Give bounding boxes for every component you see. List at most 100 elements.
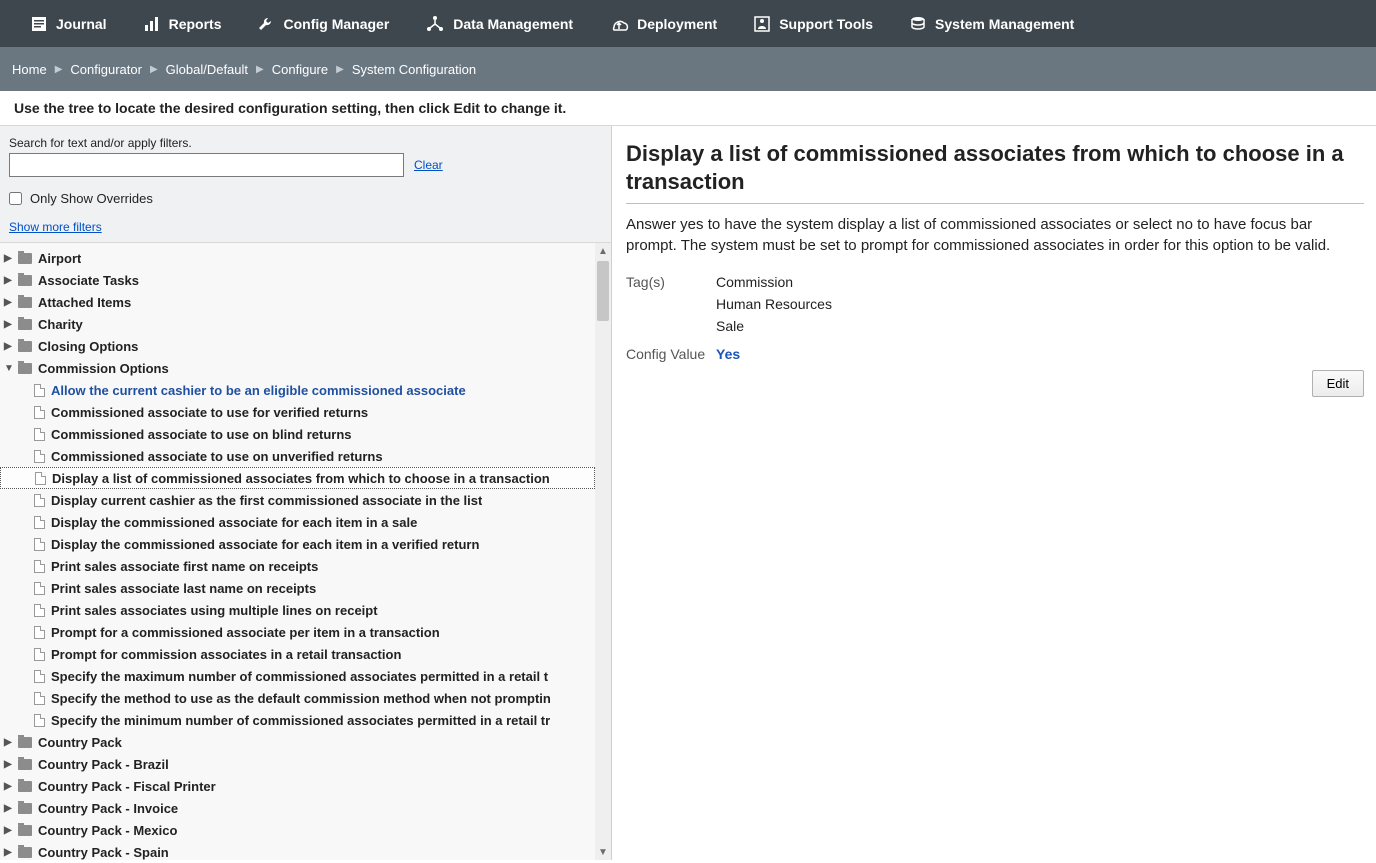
topnav-system-management[interactable]: System Management (891, 0, 1092, 47)
tree-node-label: Allow the current cashier to be an eligi… (51, 383, 466, 398)
tree-item[interactable]: Print sales associate first name on rece… (0, 555, 595, 577)
tree-node-label: Display current cashier as the first com… (51, 493, 482, 508)
tree-node-label: Commissioned associate to use for verifi… (51, 405, 368, 420)
folder-icon (18, 253, 32, 264)
tree-folder[interactable]: ▶ Airport (0, 247, 595, 269)
tree-folder[interactable]: ▶Charity (0, 313, 595, 335)
expand-icon[interactable]: ▶ (4, 319, 16, 330)
folder-icon (18, 297, 32, 308)
tree-folder[interactable]: ▶ Country Pack - Invoice (0, 797, 595, 819)
tree-node-label: Country Pack (38, 735, 122, 750)
tree-folder[interactable]: ▶Associate Tasks (0, 269, 595, 291)
tree-item[interactable]: Commissioned associate to use for verifi… (0, 401, 595, 423)
expand-icon[interactable]: ▶ (4, 297, 16, 308)
breadcrumb-item[interactable]: Home (6, 62, 53, 77)
tree-folder[interactable]: ▶ Closing Options (0, 335, 595, 357)
tree-item[interactable]: Print sales associates using multiple li… (0, 599, 595, 621)
expand-icon[interactable]: ▶ (4, 781, 16, 792)
scroll-thumb[interactable] (597, 261, 609, 321)
chevron-right-icon: ▶ (334, 64, 346, 75)
tree-node-label: Display a list of commissioned associate… (52, 471, 550, 486)
tree-item[interactable]: Prompt for commission associates in a re… (0, 643, 595, 665)
expand-icon[interactable]: ▶ (4, 253, 16, 264)
expand-icon[interactable]: ▶ (4, 825, 16, 836)
tag-value: Human Resources (716, 296, 1364, 312)
detail-panel: Display a list of commissioned associate… (612, 126, 1376, 860)
tree-node-label: Commissioned associate to use on unverif… (51, 449, 383, 464)
file-icon (34, 582, 45, 595)
tree-folder[interactable]: ▶ Country Pack - Mexico (0, 819, 595, 841)
file-icon (34, 692, 45, 705)
tree-item[interactable]: Print sales associate last name on recei… (0, 577, 595, 599)
folder-icon (18, 803, 32, 814)
expand-icon[interactable]: ▶ (4, 759, 16, 770)
topnav-label: Config Manager (283, 16, 389, 32)
file-icon (34, 648, 45, 661)
only-overrides-checkbox[interactable] (9, 192, 22, 205)
tree-item[interactable]: Display current cashier as the first com… (0, 489, 595, 511)
tree-node-label: Country Pack - Brazil (38, 757, 169, 772)
file-icon (34, 714, 45, 727)
file-icon (34, 384, 45, 397)
chevron-right-icon: ▶ (254, 64, 266, 75)
tree-item[interactable]: Commissioned associate to use on unverif… (0, 445, 595, 467)
topnav-support-tools[interactable]: Support Tools (735, 0, 891, 47)
tree-item[interactable]: Display the commissioned associate for e… (0, 533, 595, 555)
breadcrumb-item[interactable]: Configure (266, 62, 334, 77)
clear-link[interactable]: Clear (414, 158, 443, 172)
search-input[interactable] (9, 153, 404, 177)
config-value-label: Config Value (626, 346, 716, 362)
breadcrumb-item[interactable]: Global/Default (160, 62, 254, 77)
expand-icon[interactable]: ▶ (4, 275, 16, 286)
collapse-icon[interactable]: ▼ (4, 363, 16, 374)
tree-node-label: Prompt for commission associates in a re… (51, 647, 401, 662)
expand-icon[interactable]: ▶ (4, 803, 16, 814)
tree-folder[interactable]: ▼Commission Options (0, 357, 595, 379)
topnav-label: Journal (56, 16, 107, 32)
edit-button[interactable]: Edit (1312, 370, 1364, 397)
filter-label: Search for text and/or apply filters. (9, 136, 602, 150)
config-value-row: Config Value Yes (626, 346, 1364, 362)
tree-node-label: Commissioned associate to use on blind r… (51, 427, 352, 442)
tree-folder[interactable]: ▶ Country Pack - Brazil (0, 753, 595, 775)
tree-folder[interactable]: ▶Attached Items (0, 291, 595, 313)
expand-icon[interactable]: ▶ (4, 847, 16, 858)
file-icon (34, 538, 45, 551)
tree-node-label: Airport (38, 251, 81, 266)
tree-item[interactable]: Display a list of commissioned associate… (0, 467, 595, 489)
show-more-filters-link[interactable]: Show more filters (9, 220, 102, 234)
tree-node-label: Closing Options (38, 339, 138, 354)
tree-item[interactable]: Specify the maximum number of commission… (0, 665, 595, 687)
scroll-up-icon[interactable]: ▲ (595, 243, 611, 259)
tree-item[interactable]: Specify the method to use as the default… (0, 687, 595, 709)
tree-node-label: Country Pack - Mexico (38, 823, 177, 838)
breadcrumb-item[interactable]: Configurator (64, 62, 148, 77)
tree-folder[interactable]: ▶Country Pack - Spain (0, 841, 595, 860)
topnav-journal[interactable]: Journal (12, 0, 125, 47)
file-icon (34, 428, 45, 441)
tree-node-label: Specify the maximum number of commission… (51, 669, 548, 684)
support-icon (753, 15, 771, 33)
tree-item[interactable]: Specify the minimum number of commission… (0, 709, 595, 731)
topnav-deployment[interactable]: Deployment (591, 0, 735, 47)
tree-node-label: Country Pack - Invoice (38, 801, 178, 816)
config-tree: ▶Airport▶Associate Tasks▶Attached Items▶… (0, 243, 595, 860)
config-value: Yes (716, 346, 740, 362)
tree-item[interactable]: Prompt for a commissioned associate per … (0, 621, 595, 643)
tree-folder[interactable]: ▶ Country Pack (0, 731, 595, 753)
file-icon (34, 670, 45, 683)
tree-item[interactable]: Commissioned associate to use on blind r… (0, 423, 595, 445)
data-mgmt-icon (425, 15, 445, 33)
topnav-config-manager[interactable]: Config Manager (239, 0, 407, 47)
folder-icon (18, 737, 32, 748)
topnav-data-management[interactable]: Data Management (407, 0, 591, 47)
tree-item[interactable]: Allow the current cashier to be an eligi… (0, 379, 595, 401)
tree-item[interactable]: Display the commissioned associate for e… (0, 511, 595, 533)
vertical-scrollbar[interactable]: ▲ ▼ (595, 243, 611, 860)
expand-icon[interactable]: ▶ (4, 737, 16, 748)
tree-node-label: Specify the minimum number of commission… (51, 713, 550, 728)
tree-folder[interactable]: ▶Country Pack - Fiscal Printer (0, 775, 595, 797)
scroll-down-icon[interactable]: ▼ (595, 844, 611, 860)
topnav-reports[interactable]: Reports (125, 0, 240, 47)
expand-icon[interactable]: ▶ (4, 341, 16, 352)
